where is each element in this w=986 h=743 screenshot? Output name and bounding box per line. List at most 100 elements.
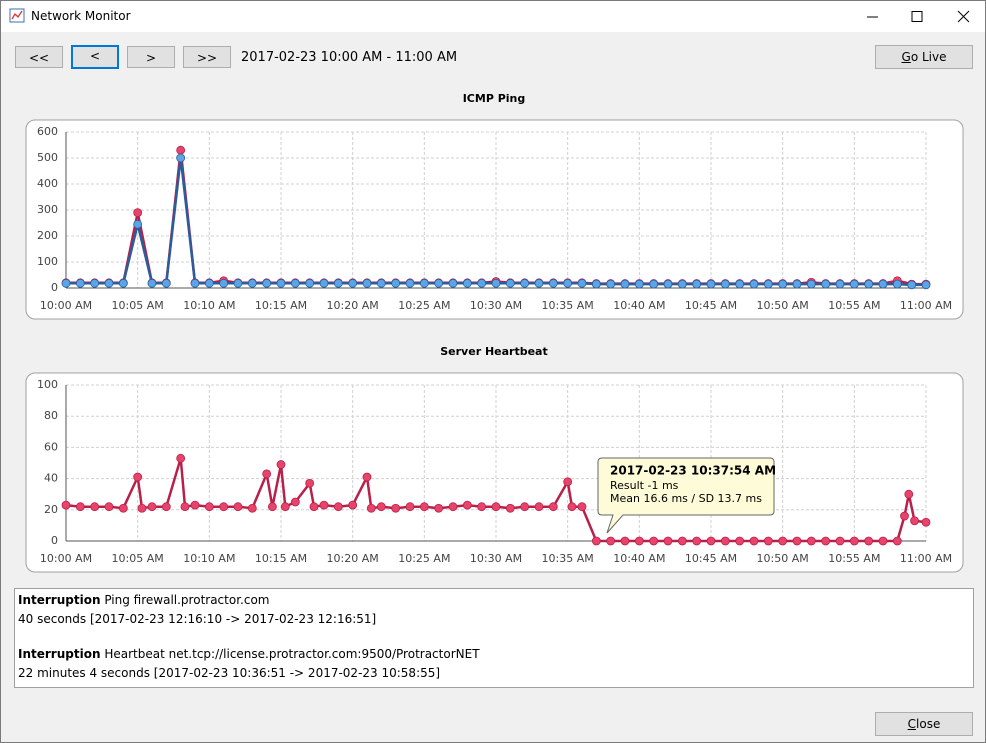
- series-point: [133, 208, 143, 218]
- series-point: [133, 472, 143, 482]
- first-button[interactable]: <<: [15, 46, 63, 68]
- x-tick-label: 10:55 AM: [828, 299, 880, 312]
- chart-frame: [25, 372, 964, 573]
- series-point: [892, 279, 902, 289]
- prev-button[interactable]: <: [71, 45, 119, 69]
- series-point: [190, 500, 200, 510]
- series-point: [577, 278, 587, 288]
- series-point: [118, 503, 128, 513]
- app-icon-line: [11, 10, 23, 20]
- y-tick-label: 40: [44, 472, 58, 485]
- series-point: [376, 278, 386, 288]
- series-point: [591, 279, 601, 289]
- log-kind: Interruption: [18, 647, 101, 661]
- series-point: [462, 278, 472, 288]
- series-point: [90, 502, 100, 512]
- series-point: [477, 502, 487, 512]
- series-point: [434, 278, 444, 288]
- series-point: [620, 536, 630, 546]
- maximize[interactable]: [911, 11, 923, 22]
- series-point: [448, 278, 458, 288]
- last-button[interactable]: >>: [183, 46, 231, 68]
- series-point: [333, 502, 343, 512]
- y-tick-label: 100: [37, 378, 58, 391]
- series-point: [749, 279, 759, 289]
- series-point: [391, 278, 401, 288]
- y-tick-label: 0: [51, 534, 58, 547]
- series-point: [606, 536, 616, 546]
- series-point: [75, 502, 85, 512]
- series-point: [276, 278, 286, 288]
- x-tick-label: 10:45 AM: [685, 552, 737, 565]
- series-point: [434, 503, 444, 513]
- series-point: [706, 279, 716, 289]
- x-tick-label: 10:50 AM: [757, 299, 809, 312]
- x-tick-label: 10:05 AM: [112, 552, 164, 565]
- series-point: [792, 536, 802, 546]
- series-point: [90, 278, 100, 288]
- log: Interruption Ping firewall.protractor.co…: [14, 588, 974, 688]
- series-point: [147, 278, 157, 288]
- series-point: [366, 503, 376, 513]
- go-live-button[interactable]: Go Live: [875, 45, 973, 69]
- series-point: [634, 279, 644, 289]
- series-point: [864, 279, 874, 289]
- series-point: [262, 469, 272, 479]
- x-tick-label: 10:15 AM: [255, 299, 307, 312]
- series-point: [247, 278, 257, 288]
- series-point: [362, 472, 372, 482]
- close-button[interactable]: Close: [875, 712, 973, 736]
- y-tick-label: 500: [37, 151, 58, 164]
- x-tick-label: 10:30 AM: [470, 552, 522, 565]
- tooltip-line: Mean 16.6 ms / SD 13.7 ms: [610, 492, 762, 505]
- log-target: Ping firewall.protractor.com: [104, 593, 270, 607]
- series-point: [219, 278, 229, 288]
- x-tick-label: 10:15 AM: [255, 552, 307, 565]
- series-point: [176, 145, 186, 155]
- tooltip-title: 2017-02-23 10:37:54 AM: [610, 464, 776, 478]
- series-point: [792, 279, 802, 289]
- series-point: [849, 536, 859, 546]
- series-point: [233, 278, 243, 288]
- x-tick-label: 10:35 AM: [542, 299, 594, 312]
- x-tick-label: 10:10 AM: [183, 552, 235, 565]
- next-button[interactable]: >: [127, 46, 175, 68]
- close-label: Close: [907, 717, 941, 731]
- series-point: [534, 502, 544, 512]
- series-point: [649, 536, 659, 546]
- chart-title: Server Heartbeat: [440, 345, 547, 358]
- series-point: [505, 503, 515, 513]
- log-entry: Interruption Heartbeat net.tcp://license…: [18, 645, 970, 664]
- series-point: [247, 503, 257, 513]
- x-tick-label: 11:00 AM: [900, 552, 952, 565]
- series-line: [65, 457, 927, 543]
- y-tick-label: 400: [37, 177, 58, 190]
- series-point: [319, 278, 329, 288]
- go-live-label: Go Live: [901, 50, 947, 64]
- log-detail: 40 seconds [2017-02-23 12:16:10 -> 2017-…: [18, 612, 377, 626]
- series-point: [910, 516, 919, 526]
- x-tick-label: 11:00 AM: [900, 299, 952, 312]
- series-point: [520, 502, 530, 512]
- series-point: [806, 279, 816, 289]
- series-point: [305, 478, 315, 488]
- series-point: [921, 280, 931, 290]
- series-point: [591, 536, 601, 546]
- close-x[interactable]: [957, 10, 970, 23]
- series-point: [348, 278, 358, 288]
- x-tick-label: 10:00 AM: [40, 299, 92, 312]
- chart-frame: [25, 119, 964, 320]
- series-point: [491, 278, 501, 288]
- x-tick-label: 10:25 AM: [398, 552, 450, 565]
- x-tick-label: 10:05 AM: [112, 299, 164, 312]
- series-point: [290, 278, 300, 288]
- log-detail: 22 minutes 4 seconds [2017-02-23 10:36:5…: [18, 666, 441, 680]
- series-point: [161, 278, 171, 288]
- series-point: [161, 502, 171, 512]
- series-point: [821, 536, 831, 546]
- series-point: [735, 536, 745, 546]
- series-point: [280, 502, 290, 512]
- y-tick-label: 100: [37, 255, 58, 268]
- series-point: [362, 278, 372, 288]
